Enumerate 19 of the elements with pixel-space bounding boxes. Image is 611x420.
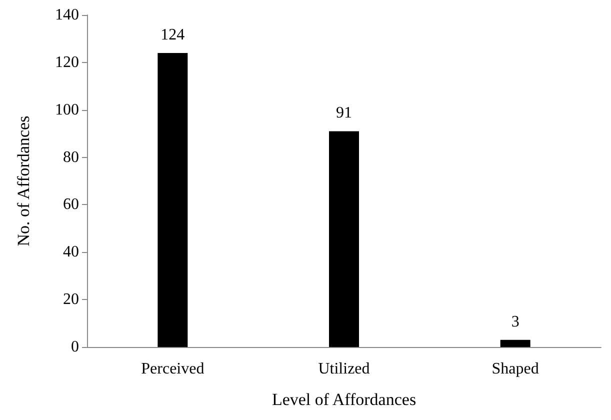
x-axis-title: Level of Affordances (272, 390, 416, 409)
y-tick-label: 80 (63, 148, 79, 166)
y-tick-label: 0 (71, 338, 79, 356)
data-label: 3 (511, 313, 520, 330)
y-tick-label: 20 (63, 291, 79, 308)
bar (500, 340, 530, 347)
bar (329, 131, 359, 347)
bar (158, 52, 188, 347)
x-tick-label: Utilized (318, 360, 370, 378)
y-tick-label: 60 (63, 196, 79, 214)
data-label: 124 (160, 26, 185, 44)
y-tick-label: 40 (63, 244, 79, 261)
x-tick-label: Shaped (492, 360, 539, 378)
y-axis-title: No. of Affordances (14, 116, 33, 246)
y-tick-label: 100 (55, 101, 79, 118)
data-label: 91 (336, 104, 352, 122)
y-tick-label: 140 (55, 6, 79, 24)
x-tick-label: Perceived (141, 360, 204, 378)
y-tick-label: 120 (55, 54, 79, 71)
